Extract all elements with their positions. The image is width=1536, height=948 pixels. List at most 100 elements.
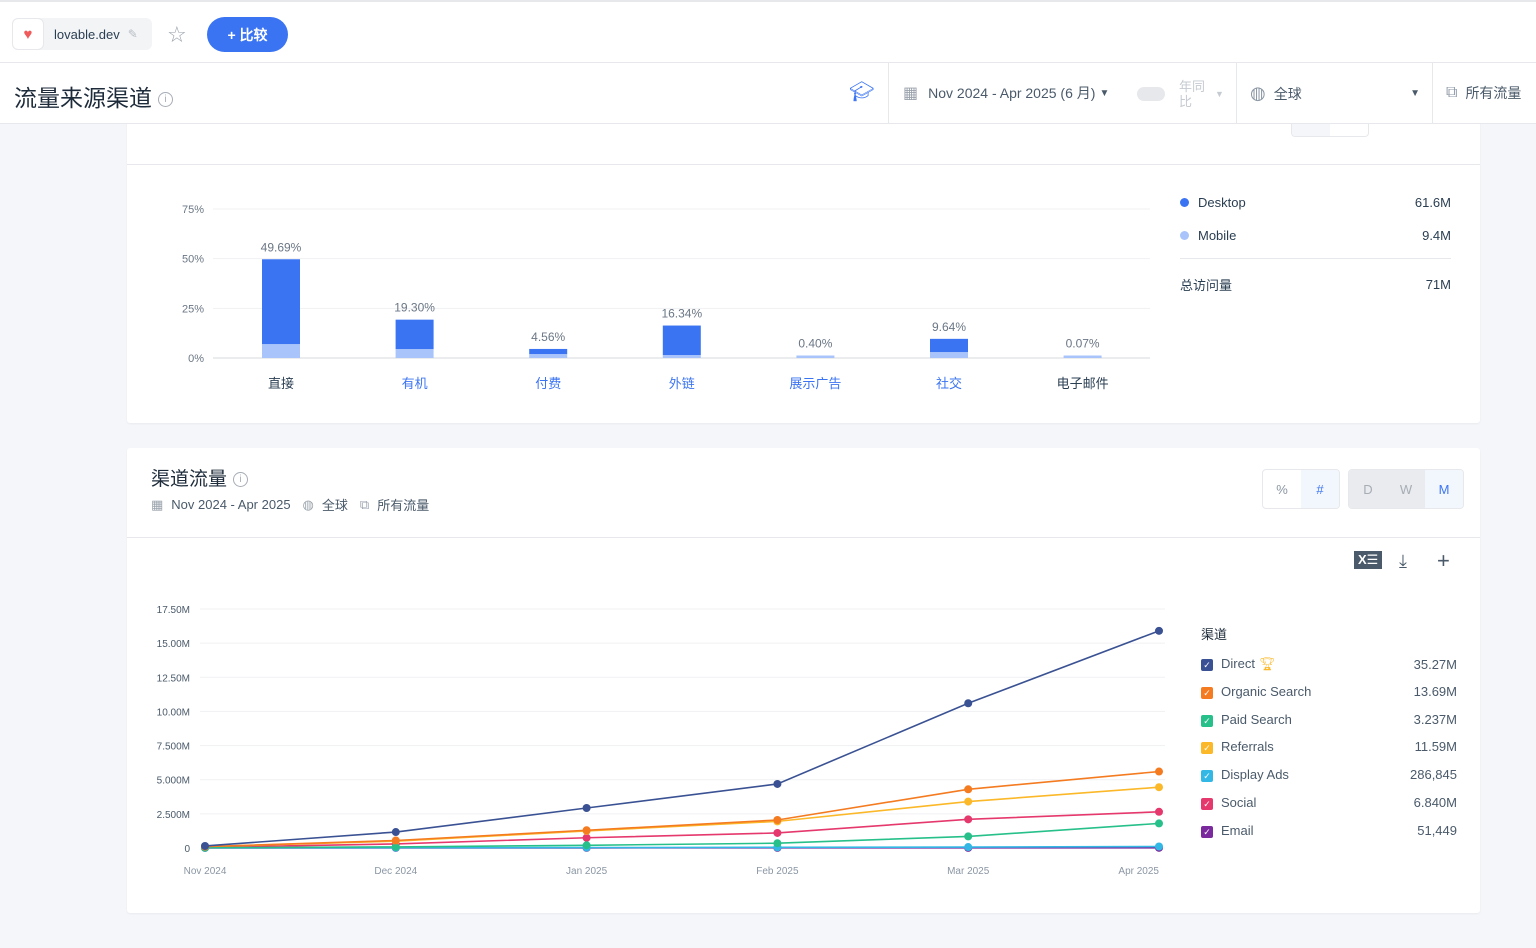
- date-range-text: Nov 2024 - Apr 2025 (6 月): [928, 85, 1096, 101]
- legend-value: 3.237M: [1413, 711, 1457, 727]
- site-name: lovable.dev: [54, 26, 120, 42]
- legend-item-paid-search[interactable]: ✓ Paid Search 3.237M: [1201, 712, 1457, 727]
- data-point: [773, 839, 782, 848]
- edit-icon[interactable]: ✎: [127, 27, 138, 41]
- x-tick-label: Feb 2025: [756, 866, 799, 877]
- region-select[interactable]: ◍ 全球 ▼: [1250, 83, 1420, 104]
- percent-toggle[interactable]: %: [1276, 481, 1288, 497]
- series-line-social: [204, 811, 1160, 849]
- download-icon[interactable]: ⤓: [1399, 551, 1407, 571]
- category-label[interactable]: 社交: [936, 376, 962, 391]
- legend-label: Display Ads: [1221, 767, 1289, 783]
- trophy-icon: 🏆︎: [1258, 656, 1276, 671]
- card-title-text: 渠道流量: [151, 469, 228, 490]
- desktop-dot-icon: [1180, 198, 1189, 207]
- compare-button[interactable]: + 比较: [207, 17, 288, 52]
- y-tick-label: 17.50M: [157, 605, 190, 616]
- divider: [127, 537, 1480, 538]
- data-point: [1155, 819, 1163, 828]
- card-filters: ▦ Nov 2024 - Apr 2025 ◍ 全球 ⧉ 所有流量: [151, 495, 429, 514]
- calendar-icon: ▦: [903, 85, 919, 102]
- legend-item-display-ads[interactable]: ✓ Display Ads 286,845: [1201, 767, 1457, 783]
- date-range-picker[interactable]: ▦ Nov 2024 - Apr 2025 (6 月) ▼: [903, 83, 1109, 103]
- y-tick-label: 12.50M: [157, 673, 190, 684]
- page-header: 流量来源渠道 i 🎓︎ ▦ Nov 2024 - Apr 2025 (6 月) ▼…: [0, 63, 1536, 124]
- y-tick-label: 25%: [182, 303, 204, 315]
- category-label[interactable]: 有机: [402, 376, 428, 391]
- graduation-cap-icon[interactable]: 🎓︎: [849, 81, 875, 103]
- data-point: [964, 832, 973, 841]
- bar-mobile: [930, 352, 968, 358]
- caret-down-icon: ▼: [1215, 89, 1224, 99]
- data-point: [773, 816, 782, 825]
- legend-item-organic-search[interactable]: ✓ Organic Search 13.69M: [1201, 684, 1457, 699]
- legend-item-email[interactable]: ✓ Email 51,449: [1201, 823, 1457, 838]
- data-point: [964, 785, 973, 794]
- legend-value: 6.840M: [1413, 795, 1457, 810]
- page-title: 流量来源渠道 i: [14, 79, 173, 113]
- legend-item-social[interactable]: ✓ Social 6.840M: [1201, 795, 1457, 810]
- star-icon[interactable]: ☆: [167, 22, 187, 47]
- legend-mobile[interactable]: Mobile 9.4M: [1180, 228, 1451, 243]
- bar-value-label: 19.30%: [394, 301, 435, 315]
- y-tick-label: 15.00M: [157, 639, 190, 650]
- data-point: [1155, 626, 1163, 635]
- data-point: [1155, 783, 1163, 792]
- bar-value-label: 4.56%: [531, 330, 565, 344]
- bar-value-label: 0.07%: [1066, 337, 1100, 351]
- data-point: [1155, 767, 1163, 776]
- data-point: [582, 841, 591, 850]
- checkbox-icon[interactable]: ✓: [1201, 825, 1213, 838]
- bar-desktop: [662, 325, 701, 356]
- granularity-month[interactable]: M: [1425, 470, 1463, 508]
- checkbox-icon[interactable]: ✓: [1201, 770, 1213, 783]
- bar-value-label: 16.34%: [661, 307, 702, 321]
- bar-desktop: [930, 338, 968, 353]
- granularity-day[interactable]: D: [1349, 470, 1387, 508]
- date-text: Nov 2024 - Apr 2025: [171, 497, 291, 512]
- caret-down-icon: ▼: [1410, 88, 1420, 99]
- checkbox-icon[interactable]: ✓: [1201, 686, 1213, 699]
- category-label[interactable]: 外链: [669, 376, 695, 391]
- legend-desktop[interactable]: Desktop 61.6M: [1180, 195, 1451, 210]
- bar-desktop: [529, 348, 568, 355]
- category-label[interactable]: 付费: [535, 376, 561, 391]
- category-label[interactable]: 展示广告: [789, 376, 841, 391]
- granularity-week[interactable]: W: [1387, 470, 1425, 508]
- info-icon[interactable]: i: [233, 472, 249, 488]
- checkbox-icon[interactable]: ✓: [1201, 714, 1213, 727]
- traffic-select[interactable]: ⧉ 所有流量: [1446, 83, 1521, 103]
- legend-value: 11.59M: [1414, 739, 1457, 755]
- y-tick-label: 0: [184, 844, 190, 855]
- legend-label: Mobile: [1198, 228, 1237, 243]
- data-point: [582, 826, 591, 835]
- divider: [127, 164, 1480, 165]
- info-icon[interactable]: i: [158, 92, 173, 108]
- add-icon[interactable]: +: [1437, 548, 1450, 573]
- site-chip[interactable]: ♥ lovable.dev ✎: [12, 18, 152, 50]
- device-split-card: 0% 25% 50% 75% 49.69% 直接 19.30% 有机 4.56% 付费 16.34%…: [127, 100, 1480, 423]
- excel-export-icon[interactable]: X☰: [1354, 551, 1383, 569]
- checkbox-icon[interactable]: ✓: [1201, 659, 1213, 671]
- region-text: 全球: [321, 498, 348, 513]
- total-value: 71M: [1425, 277, 1451, 292]
- number-toggle[interactable]: #: [1301, 470, 1339, 508]
- data-point: [773, 828, 782, 837]
- data-point: [1155, 842, 1163, 851]
- legend-item-referrals[interactable]: ✓ Referrals 11.59M: [1201, 739, 1457, 755]
- y-tick-label: 5.000M: [157, 776, 190, 787]
- data-point: [964, 699, 973, 708]
- legend-item-direct[interactable]: ✓ Direct 🏆︎ 35.27M: [1201, 656, 1457, 672]
- heart-logo-icon: ♥: [12, 18, 44, 50]
- yoy-toggle[interactable]: 年同比 ▼: [1137, 79, 1224, 109]
- checkbox-icon[interactable]: ✓: [1201, 742, 1213, 755]
- globe-icon: ◍: [1250, 83, 1266, 103]
- legend-value: 35.27M: [1413, 656, 1457, 672]
- checkbox-icon[interactable]: ✓: [1201, 798, 1213, 810]
- granularity-toggle: D W M: [1348, 469, 1464, 509]
- toggle-switch[interactable]: [1137, 87, 1165, 101]
- legend-label: Organic Search: [1221, 683, 1312, 699]
- yoy-label: 年同比: [1179, 79, 1206, 109]
- traffic-type-icon: ⧉: [1446, 84, 1458, 101]
- legend-value: 61.6M: [1414, 195, 1451, 210]
